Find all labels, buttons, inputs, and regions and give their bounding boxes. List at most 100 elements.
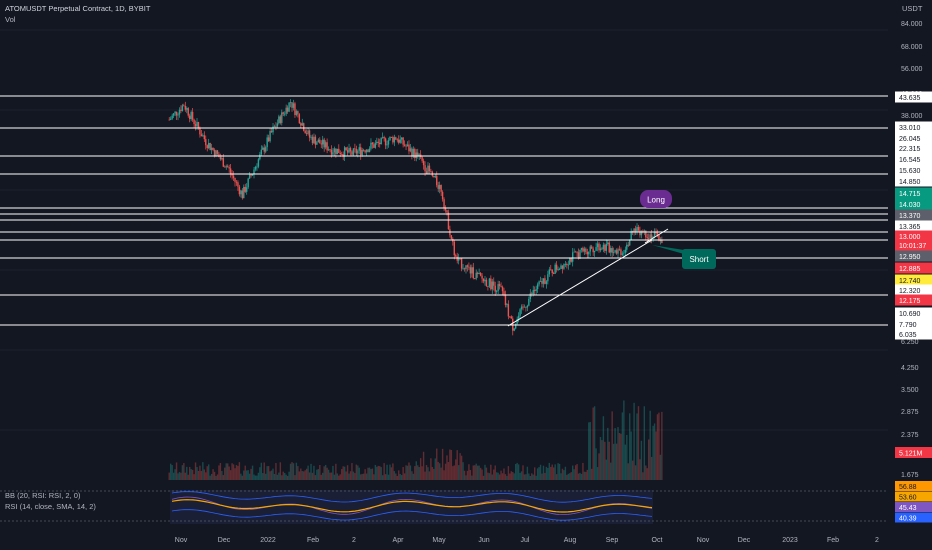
candle-body	[234, 177, 236, 182]
candle-body	[330, 149, 333, 155]
horizontal-levels[interactable]	[0, 95, 888, 326]
volume-bar	[498, 474, 501, 480]
volume-bar	[373, 474, 375, 480]
volume-bar	[544, 472, 546, 480]
candle-body	[415, 152, 417, 158]
candle-body	[453, 241, 455, 256]
volume-bar	[267, 466, 270, 480]
candle-body	[244, 186, 246, 192]
candle-body	[396, 139, 398, 141]
candle-body	[484, 279, 486, 282]
candle-body	[257, 159, 260, 167]
volume-bar	[406, 465, 409, 480]
candle-body	[395, 137, 397, 140]
volume-bar	[482, 475, 485, 480]
candle-body	[626, 244, 628, 250]
candle-body	[624, 249, 627, 253]
volume-bar	[604, 441, 606, 480]
volume-bar	[175, 462, 178, 480]
volume-bar	[636, 413, 638, 480]
candle-body	[485, 279, 488, 287]
candle-body	[425, 171, 428, 174]
candle-body	[172, 113, 175, 116]
volume-bar	[234, 468, 236, 480]
volume-bar	[227, 463, 229, 480]
candle-body	[475, 272, 477, 279]
candle-body	[181, 105, 184, 111]
candle-body	[612, 252, 615, 253]
candle-body	[544, 278, 546, 284]
candle-body	[583, 248, 586, 252]
volume-bar	[545, 466, 548, 480]
candle-body	[490, 278, 492, 290]
candle-body	[446, 210, 448, 213]
volume-bar	[591, 468, 593, 480]
candle-body	[276, 123, 279, 127]
candle-body	[379, 142, 381, 145]
volume-bar	[494, 465, 496, 480]
candle-body	[317, 139, 320, 143]
volume-bar	[215, 475, 217, 480]
volume-bar	[522, 465, 524, 480]
candle-body	[573, 251, 575, 253]
volume-bar	[180, 472, 182, 480]
trendlines[interactable]	[507, 228, 669, 327]
candle-body	[487, 286, 489, 287]
volume-bar	[557, 463, 559, 480]
volume-bar	[370, 468, 372, 480]
volume-bar	[465, 475, 467, 480]
volume-bar	[443, 470, 445, 480]
candle-body	[525, 306, 527, 308]
candle-body	[191, 111, 194, 120]
candle-body	[284, 113, 286, 115]
volume-bar	[602, 416, 605, 480]
volume-bar	[405, 465, 407, 480]
candle-body	[351, 151, 353, 155]
volume-bar	[392, 463, 394, 480]
level-badge-bg	[895, 294, 932, 306]
volume-bar	[605, 459, 608, 480]
short-annotation[interactable]: Short	[652, 245, 716, 269]
candle-body	[361, 149, 363, 156]
volume-bar	[645, 465, 647, 480]
candle-body	[256, 166, 258, 168]
volume-bar	[251, 465, 254, 480]
candle-body	[377, 141, 379, 143]
candle-body	[345, 147, 347, 151]
level-badge-bg	[895, 284, 932, 296]
candle-body	[259, 154, 261, 160]
long-annotation[interactable]: Long	[640, 190, 672, 208]
volume-bar	[327, 469, 330, 480]
time-tick-label: Jun	[478, 537, 489, 544]
candle-body	[536, 284, 539, 290]
candle-body	[514, 323, 517, 329]
volume-bar	[449, 449, 451, 480]
volume-bar	[485, 467, 488, 480]
level-badge-bg	[895, 307, 932, 319]
candle-body	[183, 105, 185, 107]
volume-bar	[419, 458, 422, 480]
volume-bar	[444, 463, 447, 480]
volume-bar	[365, 473, 368, 480]
candle-body	[620, 249, 622, 255]
candle-body	[336, 148, 339, 155]
bb-lower-line	[171, 509, 653, 521]
volume-bar	[569, 473, 571, 480]
level-badge-label: 43.635	[899, 95, 921, 102]
candle-body	[243, 186, 245, 199]
time-axis[interactable]: Nov Dec 2022 Feb 2 Apr May Jun Jul Aug Sep Oct Nov De…	[175, 537, 879, 544]
volume-bar	[468, 464, 470, 480]
candle-body	[265, 147, 267, 152]
volume-bar	[620, 433, 622, 480]
volume-bar	[203, 469, 206, 480]
candle-body	[551, 269, 553, 274]
candle-body	[585, 248, 587, 252]
candle-body	[292, 103, 295, 108]
volume-bar	[434, 458, 436, 480]
candle-body	[399, 139, 401, 143]
candle-body	[355, 148, 358, 154]
volume-bar	[288, 471, 290, 480]
candle-body	[604, 244, 606, 251]
volume-bar	[374, 464, 377, 480]
